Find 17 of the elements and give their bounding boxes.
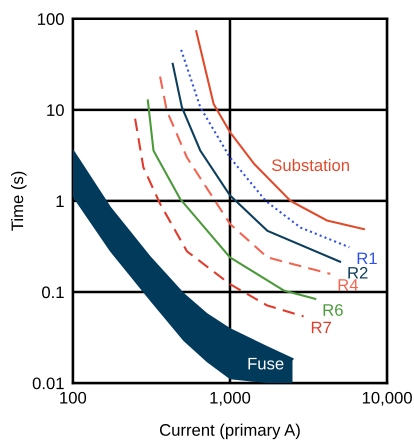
annotation: Fuse (248, 358, 284, 370)
x-tick-label: 100 (60, 392, 86, 404)
y-tick-label: 0.1 (42, 286, 64, 298)
series-label: R1 (358, 252, 377, 264)
series-label: R2 (348, 266, 368, 279)
x-tick-label: 1,000 (210, 392, 250, 406)
y-tick-label: 10 (47, 104, 64, 116)
series-label: Substation (272, 158, 349, 172)
y-tick-label: 1 (56, 196, 64, 207)
y-tick-label: 100 (38, 13, 64, 25)
y-axis-title: Time (s) (11, 172, 27, 231)
x-axis-title: Current (primary A) (160, 424, 300, 440)
y-tick-label: 0.01 (32, 377, 64, 390)
series-label: R6 (324, 304, 343, 316)
series-label: R4 (338, 279, 358, 291)
series-label: R7 (312, 322, 331, 334)
x-tick-label: 10,000 (362, 392, 412, 406)
